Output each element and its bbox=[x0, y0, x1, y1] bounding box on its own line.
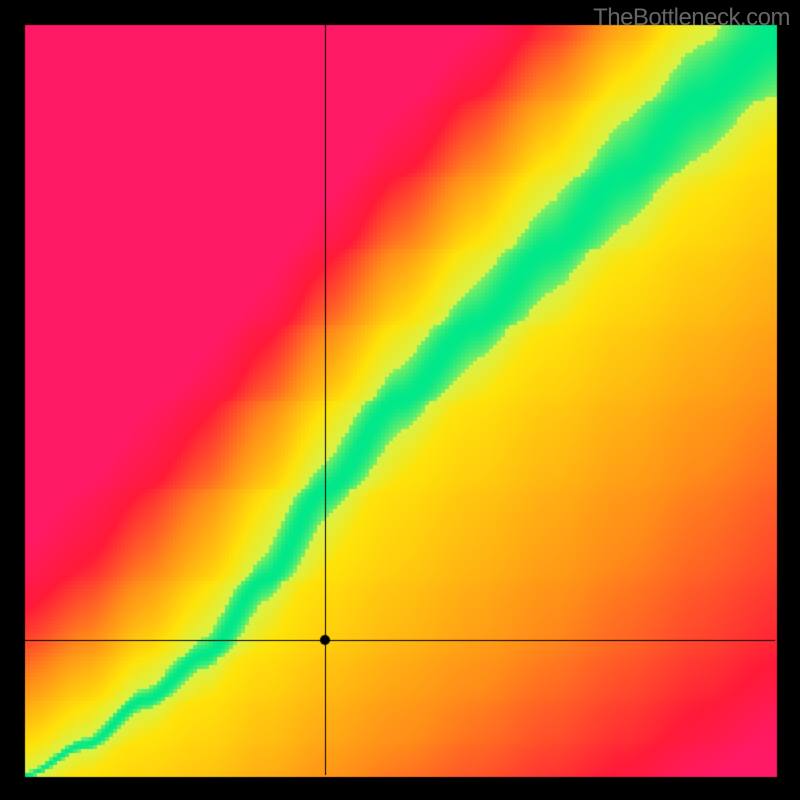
watermark-text: TheBottleneck.com bbox=[593, 4, 790, 32]
chart-container: TheBottleneck.com bbox=[0, 0, 800, 800]
bottleneck-heatmap bbox=[0, 0, 800, 800]
